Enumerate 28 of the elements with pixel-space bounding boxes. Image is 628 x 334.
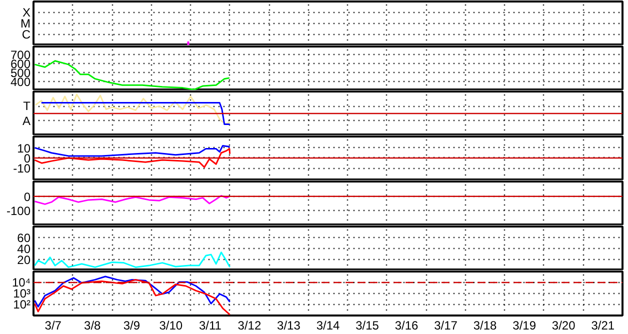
- text: X: [22, 6, 31, 20]
- text: C: [22, 28, 31, 42]
- x-tick-label: 3/18: [473, 318, 498, 332]
- x-tick-label: 3/21: [591, 318, 615, 332]
- text: M: [20, 16, 31, 30]
- y-tick-label: -100: [6, 204, 31, 218]
- x-tick-label: 3/15: [356, 318, 380, 332]
- x-tick-label: 3/17: [434, 318, 458, 332]
- y-tick-label: 60: [17, 231, 31, 245]
- text: A: [22, 114, 31, 128]
- y-tick-label: 0: [24, 190, 31, 204]
- x-tick-label: 3/16: [394, 318, 419, 332]
- x-tick-label: 3/19: [512, 318, 536, 332]
- x-tick-label: 3/10: [159, 318, 183, 332]
- x-tick-label: 3/13: [277, 318, 301, 332]
- y-tick-label: 20: [17, 253, 31, 267]
- x-tick-label: 3/11: [198, 318, 222, 332]
- x-tick-label: 3/7: [44, 318, 62, 332]
- text: T: [23, 99, 32, 114]
- y-tick-label: 10⁴: [12, 276, 31, 290]
- x-tick-label: 3/9: [123, 318, 140, 332]
- x-tick-label: 3/14: [316, 318, 340, 332]
- x-tick-label: 3/12: [238, 318, 262, 332]
- y-tick-label: 40: [17, 242, 31, 256]
- y-tick-label: 10³: [13, 286, 31, 300]
- y-tick-label: 10²: [13, 298, 31, 312]
- x-tick-label: 3/8: [84, 318, 102, 332]
- x-tick-label: 3/20: [552, 318, 576, 332]
